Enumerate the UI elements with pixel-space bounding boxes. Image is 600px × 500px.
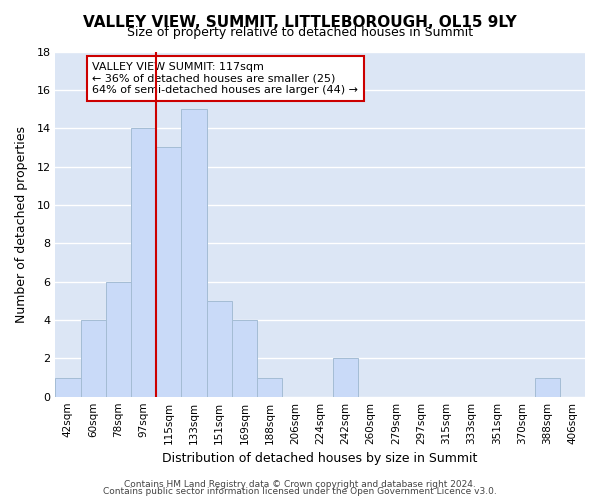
Bar	[535, 378, 560, 396]
Bar	[131, 128, 156, 396]
Text: VALLEY VIEW SUMMIT: 117sqm
← 36% of detached houses are smaller (25)
64% of semi: VALLEY VIEW SUMMIT: 117sqm ← 36% of deta…	[92, 62, 358, 95]
Text: VALLEY VIEW, SUMMIT, LITTLEBOROUGH, OL15 9LY: VALLEY VIEW, SUMMIT, LITTLEBOROUGH, OL15…	[83, 15, 517, 30]
Text: Contains public sector information licensed under the Open Government Licence v3: Contains public sector information licen…	[103, 487, 497, 496]
Bar	[232, 320, 257, 396]
Bar	[156, 148, 181, 396]
Bar	[55, 378, 80, 396]
X-axis label: Distribution of detached houses by size in Summit: Distribution of detached houses by size …	[163, 452, 478, 465]
Bar	[257, 378, 283, 396]
Bar	[333, 358, 358, 397]
Y-axis label: Number of detached properties: Number of detached properties	[15, 126, 28, 322]
Bar	[181, 109, 206, 397]
Bar	[80, 320, 106, 396]
Bar	[206, 301, 232, 396]
Text: Contains HM Land Registry data © Crown copyright and database right 2024.: Contains HM Land Registry data © Crown c…	[124, 480, 476, 489]
Bar	[106, 282, 131, 397]
Text: Size of property relative to detached houses in Summit: Size of property relative to detached ho…	[127, 26, 473, 39]
